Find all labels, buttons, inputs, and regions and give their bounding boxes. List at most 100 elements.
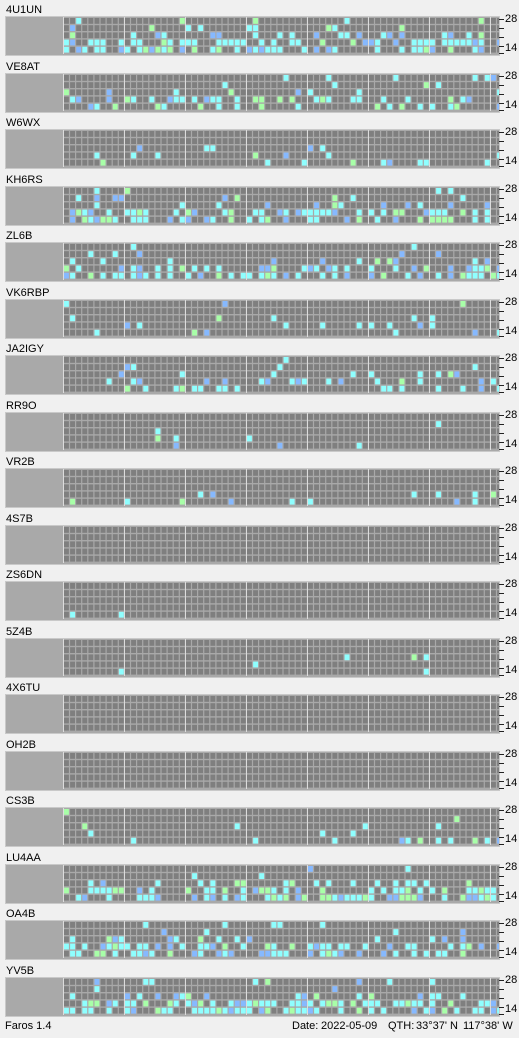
band-cell [423,314,429,321]
band-cell [100,703,106,709]
band-cell [338,548,344,554]
band-cell [332,385,338,392]
band-cell [204,81,210,88]
station-5z4b: 5Z4B 28 14 [0,624,519,680]
band-cell [198,216,204,223]
band-cell [253,272,258,279]
band-cell [350,46,356,53]
band-cell [64,470,69,476]
band-cell [76,555,82,562]
band-cell [265,653,271,660]
band-cell [436,427,441,434]
band-cell [253,442,258,449]
band-cell [411,385,417,392]
band-cell [265,703,271,709]
band-cell [478,138,484,144]
band-cell [417,420,423,427]
band-cell [460,74,466,81]
band-cell [186,46,191,53]
band-cell [253,145,258,152]
band-cell [497,661,499,667]
band-cell [161,96,167,102]
band-cell [399,88,405,95]
band-cell [70,25,75,31]
band-cell [314,322,319,328]
band-cell [283,103,289,110]
band-cell [497,216,499,223]
band-cell [399,74,405,81]
band-cell [393,272,399,279]
band-cell [155,604,161,611]
band-cell [301,138,307,144]
band-cell [143,46,149,53]
band-cell [265,216,271,223]
band-cell [491,307,496,314]
band-cell [265,668,271,675]
band-cell [94,752,100,759]
band-cell [173,696,179,702]
band-cell [356,300,362,307]
band-cell [253,668,258,675]
band-cell [478,710,484,717]
band-cell [192,96,197,102]
band-cell [173,710,179,717]
band-cell [448,244,454,250]
band-cell [179,611,185,618]
band-cell [478,653,484,660]
band-cell [179,131,185,137]
band-cell [326,244,332,250]
band-cell [381,590,387,596]
band-cell [369,300,374,307]
band-cell [295,18,301,24]
band-cell [308,548,313,554]
band-cell [283,201,289,208]
band-cell [70,265,75,272]
band-cell [198,703,204,709]
band-cell [222,442,228,449]
band-cell [289,103,295,110]
band-cell [350,583,356,589]
band-cell [216,661,222,667]
band-cell [362,81,368,88]
band-cell [362,138,368,144]
band-cell [497,307,499,314]
band-cell [308,724,313,731]
band-cell [253,364,258,370]
band-cell [375,314,380,321]
band-cell [118,216,124,223]
band-cell [173,555,179,562]
band-cell [253,378,258,385]
band-cell [497,81,499,88]
band-cell [259,74,265,81]
band-cell [314,378,319,385]
axis-tick [499,649,504,651]
band-cell [204,668,210,675]
band-cell [265,604,271,611]
band-cell [411,251,417,257]
band-cell [70,590,75,596]
band-cell [491,526,496,533]
band-cell [131,103,136,110]
band-cell [283,131,289,137]
band-cell [125,668,130,675]
band-cell [253,548,258,554]
band-cell [253,74,258,81]
band-cell [137,46,143,53]
band-cell [259,540,265,547]
band-cell [240,272,246,279]
band-cell [448,201,454,208]
band-cell [228,653,234,660]
band-cell [155,131,161,137]
band-cell [118,639,124,646]
band-cell [405,187,411,194]
band-cell [88,583,94,589]
band-cell [369,555,374,562]
band-cell [320,597,326,604]
band-cell [399,491,405,498]
band-cell [143,661,149,667]
band-cell [88,442,94,449]
band-cell [179,25,185,31]
band-cell [308,540,313,547]
band-cell [423,470,429,476]
band-cell [149,314,155,321]
